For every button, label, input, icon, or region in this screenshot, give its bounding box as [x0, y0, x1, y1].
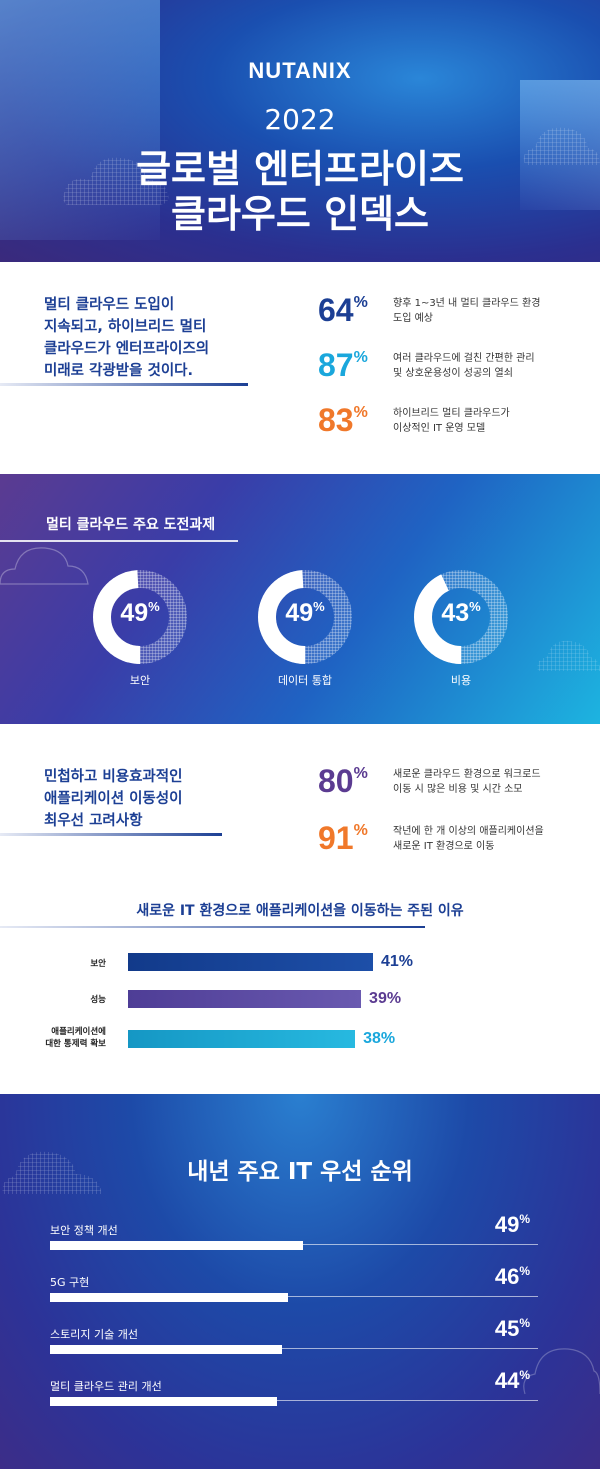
stat-value: 64% [318, 292, 368, 328]
stat-value: 87% [318, 347, 368, 383]
priority-value: 45% [494, 1316, 530, 1341]
donut-chart [93, 570, 187, 664]
donut-chart [258, 570, 352, 664]
lead-line: 지속되고, 하이브리드 멀티 [44, 319, 207, 335]
cloud-icon [523, 1348, 600, 1395]
reason-bar [128, 953, 373, 971]
cloud-icon [63, 157, 169, 205]
stat-value: 80% [318, 763, 368, 799]
cloud-icon [523, 127, 600, 165]
donut-label: 비용 [450, 674, 472, 687]
donut-value: 49% [120, 599, 160, 627]
report-year: 2022 [264, 103, 336, 136]
lead-line: 최우선 고려사항 [44, 813, 143, 829]
adoption-lead-text: 멀티 클라우드 도입이 지속되고, 하이브리드 멀티 클라우드가 엔터프라이즈의… [44, 294, 209, 382]
reason-label: 애플리케이션에 대한 통제력 확보 [45, 1027, 106, 1049]
priority-value: 49% [494, 1212, 530, 1237]
nutanix-logo: NUTANIX [248, 58, 352, 83]
priority-label: 5G 구현 [50, 1276, 90, 1289]
lead-line: 미래로 각광받을 것이다. [44, 363, 194, 379]
mobility-lead-text: 민첩하고 비용효과적인 애플리케이션 이동성이 최우선 고려사항 [44, 766, 182, 832]
lead-line: 멀티 클라우드 도입이 [44, 297, 175, 313]
priority-track [50, 1400, 538, 1401]
lead-underline [0, 833, 222, 836]
page-title-line1: 글로벌 엔터프라이즈 [136, 147, 464, 191]
cloud-icon [537, 640, 600, 671]
stat-desc: 향후 1~3년 내 멀티 클라우드 환경 도입 예상 [393, 298, 541, 324]
lead-line: 애플리케이션 이동성이 [44, 791, 183, 807]
donut-segment [414, 570, 508, 664]
priorities-title: 내년 주요 IT 우선 순위 [187, 1159, 413, 1185]
donut-cost: 43% [413, 569, 509, 665]
reason-label: 성능 [90, 995, 106, 1005]
reasons-title: 새로운 IT 환경으로 애플리케이션을 이동하는 주된 이유 [136, 903, 464, 919]
stat-desc: 여러 클라우드에 걸친 간편한 관리 및 상호운용성이 성공의 열쇠 [393, 353, 535, 379]
priority-label: 멀티 클라우드 관리 개선 [50, 1380, 162, 1393]
lead-line: 민첩하고 비용효과적인 [44, 769, 183, 785]
stat-desc: 작년에 한 개 이상의 애플리케이션을 새로운 IT 환경으로 이동 [393, 826, 544, 852]
challenges-section: 멀티 클라우드 주요 도전과제 49% 보안 49% 데이터 통합 43% 비용 [0, 474, 600, 724]
donut-segment [258, 570, 352, 664]
stat-value: 91% [318, 820, 368, 856]
reason-value: 38% [363, 1030, 396, 1047]
donut-security: 49% [92, 569, 188, 665]
priority-track [50, 1348, 538, 1349]
priority-value: 46% [494, 1264, 530, 1289]
priority-bar [50, 1397, 278, 1406]
page-title-line2: 클라우드 인덱스 [171, 192, 429, 236]
cloud-icon [0, 547, 89, 585]
donut-label: 보안 [129, 674, 151, 687]
reason-value: 41% [381, 953, 414, 970]
reason-label: 보안 [90, 959, 106, 969]
reasons-title-underline [0, 926, 425, 928]
priority-value: 44% [494, 1368, 530, 1393]
lead-line: 클라우드가 엔터프라이즈의 [44, 341, 210, 357]
donut-label: 데이터 통합 [277, 674, 333, 687]
donut-value: 49% [285, 599, 325, 627]
priority-bar [50, 1293, 288, 1302]
stat-value: 83% [318, 402, 368, 438]
donut-data-integration: 49% [257, 569, 353, 665]
priority-track [50, 1296, 538, 1297]
priority-label: 스토리지 기술 개선 [50, 1328, 138, 1341]
challenges-title-underline [0, 540, 238, 542]
reason-bar [128, 1030, 356, 1048]
cloud-icon [2, 1151, 102, 1194]
lead-underline [0, 383, 248, 386]
priorities-section: 내년 주요 IT 우선 순위 보안 정책 개선 49% 5G 구현 46% 스토… [0, 1094, 600, 1469]
donut-chart [414, 570, 508, 664]
challenges-title: 멀티 클라우드 주요 도전과제 [46, 517, 216, 533]
donut-value: 43% [441, 599, 481, 627]
header-banner: NUTANIX 2022 글로벌 엔터프라이즈 클라우드 인덱스 [0, 0, 600, 262]
stat-desc: 하이브리드 멀티 클라우드가 이상적인 IT 운영 모델 [393, 408, 510, 434]
priority-label: 보안 정책 개선 [50, 1224, 118, 1237]
stat-desc: 새로운 클라우드 환경으로 워크로드 이동 시 많은 비용 및 시간 소모 [393, 769, 541, 795]
reason-value: 39% [369, 990, 402, 1007]
reason-bar [128, 990, 362, 1008]
donut-segment [93, 570, 187, 664]
priority-bar [50, 1345, 283, 1354]
priority-bar [50, 1241, 303, 1250]
